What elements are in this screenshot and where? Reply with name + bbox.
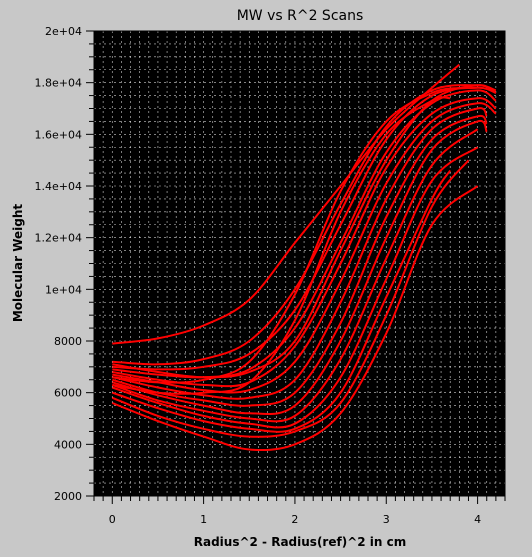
- tick-layer: [86, 30, 506, 504]
- series-line-12: [111, 169, 452, 433]
- series-line-8: [112, 114, 488, 407]
- series-line-5: [112, 97, 497, 388]
- x-tick-label: 0: [109, 513, 116, 526]
- series-line-16: [112, 86, 460, 384]
- series-line-6: [112, 102, 497, 394]
- series-line-11: [111, 146, 479, 429]
- x-axis-label: Radius^2 - Radius(ref)^2 in cm: [194, 535, 406, 549]
- y-axis-label: Molecular Weight: [11, 204, 25, 323]
- x-tick-label: 4: [474, 513, 481, 526]
- x-tick-label: 2: [291, 513, 298, 526]
- y-tick-label: 2000: [54, 490, 82, 503]
- y-tick-label: 4000: [54, 438, 82, 451]
- series-line-13: [111, 159, 470, 438]
- series-line-14: [111, 185, 479, 452]
- x-tick-label: 3: [383, 513, 390, 526]
- y-tick-label: 1e+04: [45, 283, 82, 296]
- series-layer: [93, 30, 506, 497]
- series-line-15: [112, 84, 497, 379]
- tick-label-layer: 0 1 2 3 4 2000 4000 6000 8000 1e+04 1.2e+04 1.4e+04…: [35, 25, 482, 526]
- series-line-9: [112, 119, 488, 416]
- y-tick-label: 6000: [54, 387, 82, 400]
- chart-title: MW vs R^2 Scans: [237, 8, 364, 24]
- y-tick-label: 2e+04: [45, 25, 82, 38]
- series-line-10: [111, 128, 479, 423]
- series-line-4: [112, 89, 497, 379]
- series-line-2: [112, 84, 497, 366]
- y-tick-label: 1.4e+04: [35, 180, 82, 193]
- x-tick-label: 1: [200, 513, 207, 526]
- y-tick-label: 1.8e+04: [35, 77, 82, 90]
- y-tick-label: 1.2e+04: [35, 232, 82, 245]
- y-tick-label: 8000: [54, 335, 82, 348]
- series-line-17: [112, 96, 451, 395]
- plot-border: [93, 30, 506, 497]
- y-tick-label: 1.6e+04: [35, 128, 82, 141]
